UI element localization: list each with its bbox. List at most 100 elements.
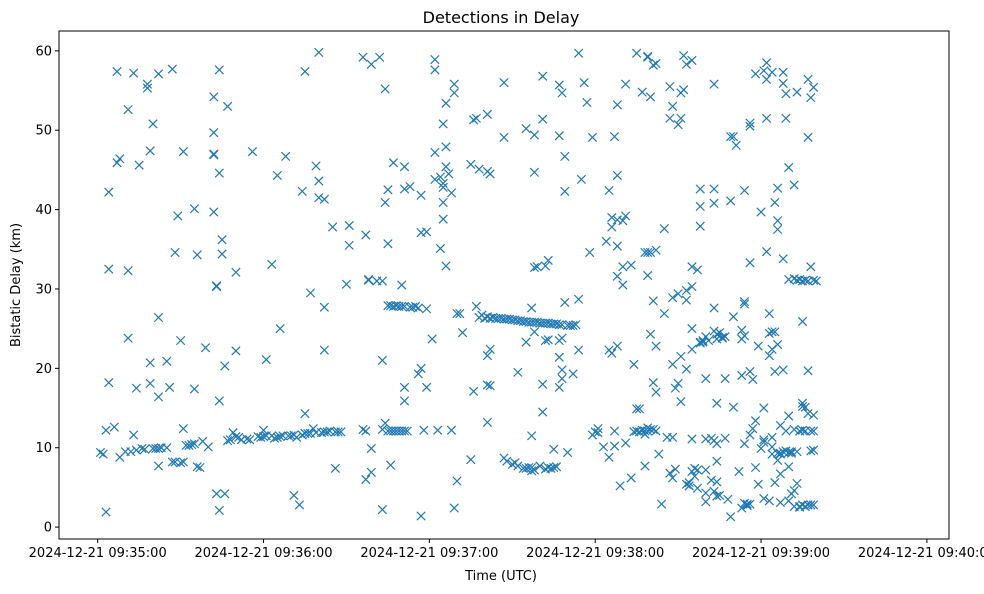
data-point	[737, 325, 747, 335]
data-point	[529, 327, 540, 337]
data-point	[806, 262, 816, 272]
data-point	[808, 426, 819, 436]
data-point	[336, 427, 346, 437]
data-point	[115, 154, 125, 164]
data-point	[643, 426, 653, 436]
data-point	[449, 88, 459, 98]
data-point	[175, 335, 186, 346]
data-point	[742, 499, 752, 509]
data-point	[670, 383, 680, 393]
data-point	[759, 493, 769, 504]
data-point	[593, 428, 603, 438]
data-point	[648, 424, 658, 435]
data-point	[344, 220, 354, 231]
data-point	[319, 345, 329, 355]
data-point	[554, 320, 564, 330]
data-point	[482, 109, 493, 119]
data-point	[192, 250, 202, 260]
data-point	[126, 447, 136, 457]
data-point	[554, 80, 564, 90]
data-point	[792, 87, 802, 97]
data-point	[651, 426, 661, 436]
data-point	[308, 424, 318, 434]
data-point	[189, 384, 200, 394]
data-point	[380, 418, 390, 428]
data-point	[745, 118, 755, 128]
data-point	[560, 186, 570, 196]
data-point	[726, 512, 736, 522]
data-point	[485, 169, 495, 179]
data-point	[781, 426, 791, 436]
data-point	[554, 352, 564, 362]
data-point	[734, 466, 744, 477]
data-point	[786, 448, 797, 458]
data-point	[574, 345, 584, 355]
data-point	[761, 113, 772, 123]
data-point	[101, 425, 111, 435]
data-point	[195, 462, 205, 473]
data-point	[468, 386, 479, 396]
data-point	[645, 424, 656, 435]
data-point	[709, 198, 719, 208]
data-point	[784, 447, 794, 458]
y-axis: 0 10 20 30 40 50 60	[35, 44, 59, 536]
data-point	[471, 113, 481, 123]
data-point	[366, 443, 376, 454]
y-tick-label: 30	[35, 282, 52, 297]
data-point	[438, 119, 448, 129]
data-point	[540, 261, 551, 271]
data-point	[745, 366, 755, 377]
data-point	[281, 151, 291, 162]
data-point	[455, 308, 465, 319]
data-point	[803, 74, 813, 85]
data-point	[112, 66, 122, 77]
data-point	[153, 461, 164, 471]
data-point	[750, 69, 761, 79]
data-point	[728, 402, 739, 412]
data-point	[209, 207, 219, 217]
data-point	[507, 459, 517, 470]
data-point	[803, 366, 813, 376]
data-point	[651, 387, 661, 397]
data-point	[808, 82, 819, 92]
data-point	[178, 424, 189, 434]
data-point	[399, 396, 410, 406]
data-point	[217, 249, 227, 259]
data-point	[549, 444, 559, 454]
data-point	[612, 170, 622, 181]
data-point	[585, 247, 595, 258]
data-point	[665, 81, 675, 92]
data-point	[292, 432, 302, 443]
data-point	[632, 404, 642, 414]
data-point	[468, 115, 479, 125]
data-point	[314, 176, 324, 186]
data-point	[759, 66, 769, 76]
data-point	[701, 488, 711, 498]
chart-title: Detections in Delay	[423, 8, 580, 27]
data-point	[529, 130, 540, 140]
data-point	[712, 477, 722, 487]
data-point	[529, 167, 540, 177]
x-axis: 2024-12-21 09:35:00 2024-12-21 09:36:00 20…	[29, 539, 984, 561]
data-point	[770, 327, 780, 337]
data-point	[742, 501, 752, 511]
data-point	[574, 48, 584, 58]
data-point	[328, 222, 338, 232]
data-point	[731, 140, 741, 150]
data-point	[808, 410, 819, 420]
data-point	[601, 236, 611, 246]
data-point	[648, 296, 658, 306]
data-point	[770, 366, 780, 377]
data-point	[756, 443, 766, 454]
data-point	[761, 247, 772, 257]
data-point	[344, 240, 354, 250]
data-point	[676, 397, 686, 407]
data-point	[438, 182, 448, 192]
data-point	[214, 396, 224, 406]
data-point	[645, 247, 656, 258]
data-point	[703, 335, 714, 346]
data-point	[806, 426, 816, 436]
data-point	[659, 308, 669, 319]
data-point	[95, 447, 106, 458]
data-point	[397, 280, 407, 290]
